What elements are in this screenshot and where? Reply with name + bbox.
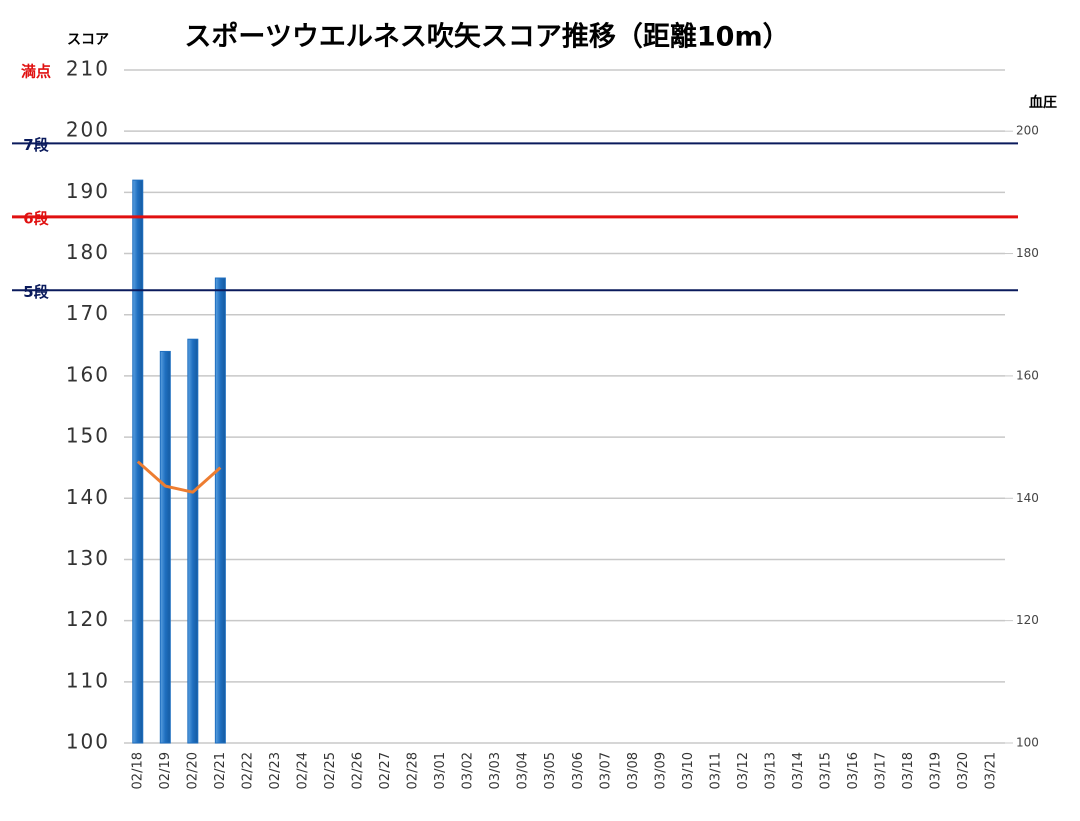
y2-tick-label: 200	[1016, 124, 1039, 138]
x-tick-label: 03/21	[984, 752, 999, 789]
x-tick-label: 03/10	[681, 752, 696, 789]
bar	[159, 350, 171, 744]
x-tick-label: 03/08	[626, 752, 641, 789]
x-tick-label: 03/17	[874, 752, 889, 789]
reference-label: 満点	[21, 63, 51, 81]
y-tick-label: 180	[66, 240, 110, 264]
x-tick-label: 02/19	[158, 752, 173, 789]
x-tick-label: 03/07	[598, 752, 613, 789]
y2-tick-label: 120	[1016, 613, 1039, 627]
x-tick-label: 03/16	[846, 752, 861, 789]
y-tick-label: 170	[66, 301, 110, 325]
y2-tick-label: 160	[1016, 368, 1039, 382]
x-tick-label: 03/13	[763, 752, 778, 789]
x-tick-label: 03/20	[956, 752, 971, 789]
x-tick-label: 03/12	[736, 752, 751, 789]
x-tick-label: 03/15	[819, 752, 834, 789]
x-tick-label: 02/23	[268, 752, 283, 789]
x-tick-label: 03/18	[901, 752, 916, 789]
x-tick-label: 03/09	[653, 752, 668, 789]
x-tick-label: 03/01	[433, 752, 448, 789]
y-tick-label: 160	[66, 362, 110, 386]
x-tick-label: 03/14	[791, 752, 806, 789]
bar	[214, 277, 226, 744]
x-tick-label: 03/06	[571, 752, 586, 789]
x-tick-label: 02/22	[240, 752, 255, 789]
y-tick-label: 200	[66, 118, 110, 142]
y-tick-label: 100	[66, 730, 110, 754]
reference-label: 6段	[23, 209, 48, 227]
x-tick-label: 03/11	[708, 752, 723, 789]
chart-title: スポーツウエルネス吹矢スコア推移（距離10m）	[184, 21, 789, 53]
x-tick-label: 02/24	[295, 752, 310, 789]
y2-tick-label: 100	[1016, 736, 1039, 750]
y-tick-label: 140	[66, 485, 110, 509]
y-tick-label: 110	[66, 668, 110, 692]
y-tick-label: 190	[66, 179, 110, 203]
bar	[187, 338, 199, 744]
x-tick-label: 02/28	[406, 752, 421, 789]
x-tick-label: 02/25	[323, 752, 338, 789]
y-tick-label: 120	[66, 607, 110, 631]
x-tick-label: 02/20	[185, 752, 200, 789]
reference-label: 5段	[23, 283, 48, 301]
reference-label: 7段	[23, 136, 48, 154]
y2-tick-label: 180	[1016, 246, 1039, 260]
x-tick-label: 02/26	[351, 752, 366, 789]
x-tick-label: 02/27	[378, 752, 393, 789]
y2-axis-title: 血圧	[1029, 94, 1057, 111]
x-tick-label: 03/02	[461, 752, 476, 789]
x-tick-label: 03/04	[516, 752, 531, 789]
y-axis-title: スコア	[67, 32, 109, 48]
x-tick-label: 03/03	[488, 752, 503, 789]
y-tick-label: 150	[66, 424, 110, 448]
x-tick-label: 03/05	[543, 752, 558, 789]
y2-tick-label: 140	[1016, 491, 1039, 505]
x-tick-label: 03/19	[929, 752, 944, 789]
x-tick-label: 02/18	[130, 752, 145, 789]
line	[136, 460, 222, 494]
x-tick-label: 02/21	[213, 752, 228, 789]
y-tick-label: 210	[66, 57, 110, 81]
y-tick-label: 130	[66, 546, 110, 570]
